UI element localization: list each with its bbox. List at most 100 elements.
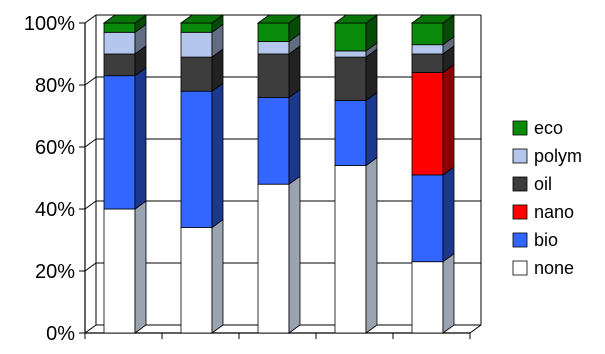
bar-segment-eco xyxy=(179,14,225,34)
legend-swatch xyxy=(512,204,528,220)
bar-segment-none xyxy=(334,156,378,334)
legend-swatch xyxy=(512,232,528,248)
bar-segment-bio xyxy=(411,166,455,263)
gridline-side xyxy=(84,324,97,334)
legend-label: bio xyxy=(534,230,558,250)
y-tick-label: 0% xyxy=(46,323,75,345)
bar-segment-polym xyxy=(257,32,301,55)
bar-side xyxy=(288,175,301,334)
bar-side xyxy=(288,45,301,99)
legend-label: polym xyxy=(534,146,582,166)
bar-front xyxy=(103,53,136,77)
bar-front xyxy=(180,90,213,228)
bars xyxy=(102,14,456,334)
bar-segment-bio xyxy=(257,88,301,185)
bar-front xyxy=(257,183,290,334)
bar-segment-eco xyxy=(410,14,456,46)
bar-segment-none xyxy=(180,218,224,334)
legend-label: oil xyxy=(534,174,552,194)
legend-item-bio: bio xyxy=(512,230,558,250)
y-tick-labels: 0% 20% 40% 60% 80% 100% xyxy=(24,13,75,345)
bar-side xyxy=(134,66,147,210)
y-tick-label: 100% xyxy=(24,13,75,35)
legend: eco polym oil nano bio none xyxy=(512,118,582,278)
gridline-side xyxy=(84,200,97,210)
legend-item-polym: polym xyxy=(512,146,582,166)
bar-front xyxy=(411,44,444,55)
legend-label: nano xyxy=(534,202,574,222)
bar-front xyxy=(103,31,136,55)
bar-front xyxy=(334,100,367,166)
bar-front xyxy=(411,174,444,263)
gridline-side xyxy=(84,14,97,24)
bar-segment-oil xyxy=(103,45,147,77)
bar-front xyxy=(411,53,444,74)
bar-side xyxy=(365,48,378,102)
bar-segment-eco xyxy=(333,14,379,52)
y-tick-label: 40% xyxy=(35,199,75,221)
bar-top xyxy=(256,14,302,24)
bar-front xyxy=(180,227,213,334)
bar-front xyxy=(257,22,290,43)
bar-side xyxy=(442,252,455,334)
bar-front xyxy=(257,41,290,55)
bar-side xyxy=(365,156,378,334)
bar-segment-none xyxy=(411,252,455,334)
gridline-side xyxy=(84,262,97,272)
bar-side xyxy=(211,82,224,229)
y-tick-label: 80% xyxy=(35,75,75,97)
bar-top xyxy=(410,14,456,24)
bar-front xyxy=(180,22,213,33)
bar-front xyxy=(180,56,213,92)
floor-edge xyxy=(469,324,482,334)
bar-front xyxy=(411,261,444,334)
bar-side xyxy=(211,218,224,334)
bar-front xyxy=(411,72,444,176)
bar-front xyxy=(103,208,136,334)
bar-segment-none xyxy=(257,175,301,334)
bar-top xyxy=(333,14,379,24)
bar-front xyxy=(103,75,136,210)
bar-front xyxy=(257,97,290,185)
bar-segment-polym xyxy=(103,23,147,55)
bar-segment-oil xyxy=(257,45,301,99)
bar-top xyxy=(179,14,225,24)
legend-swatch xyxy=(512,148,528,164)
bar-segment-oil xyxy=(334,48,378,102)
bar-segment-none xyxy=(103,200,147,334)
bar-front xyxy=(334,56,367,101)
legend-swatch xyxy=(512,176,528,192)
bar-top xyxy=(102,14,148,24)
bar-segment-bio xyxy=(180,82,224,229)
bar-front xyxy=(334,22,367,52)
bar-segment-eco xyxy=(256,14,302,43)
legend-item-oil: oil xyxy=(512,174,552,194)
legend-label: none xyxy=(534,258,574,278)
bar-side xyxy=(365,91,378,167)
bar-side xyxy=(442,63,455,176)
bar-front xyxy=(411,22,444,46)
legend-swatch xyxy=(512,260,528,276)
bar-segment-eco xyxy=(102,14,148,34)
legend-label: eco xyxy=(534,118,563,138)
bar-segment-bio xyxy=(334,91,378,167)
y-tick-label: 20% xyxy=(35,261,75,283)
legend-swatch xyxy=(512,120,528,136)
bar-segment-bio xyxy=(103,66,147,210)
legend-item-nano: nano xyxy=(512,202,574,222)
bar-side xyxy=(442,166,455,263)
gridline-side xyxy=(84,138,97,148)
bar-front xyxy=(257,53,290,98)
gridline-side xyxy=(84,76,97,86)
bar-front xyxy=(334,50,367,58)
legend-item-none: none xyxy=(512,258,574,278)
bar-front xyxy=(103,22,136,33)
bar-front xyxy=(334,165,367,334)
bar-side xyxy=(134,200,147,334)
y-tick-label: 60% xyxy=(35,137,75,159)
bar-segment-nano xyxy=(411,63,455,176)
bar-front xyxy=(180,31,213,58)
legend-item-eco: eco xyxy=(512,118,563,138)
